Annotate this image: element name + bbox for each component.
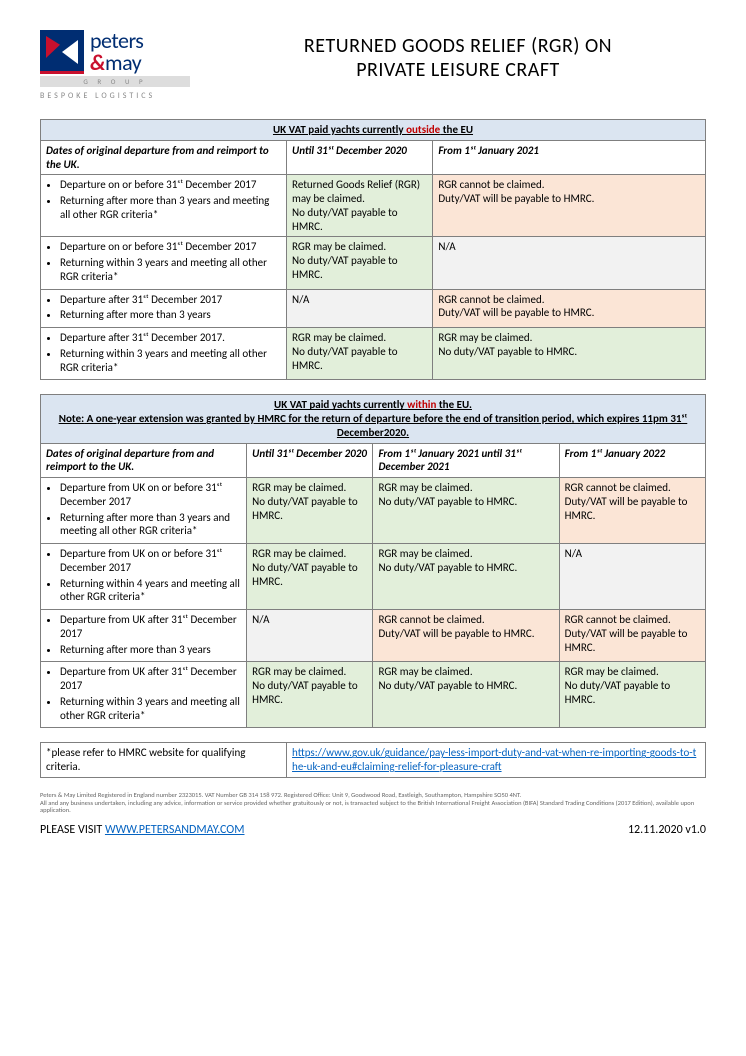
logo-group: G R O U P bbox=[40, 76, 190, 87]
table2-col3: From 1ˢᵗ January 2022 bbox=[559, 443, 705, 478]
table2-banner: UK VAT paid yachts currently within the … bbox=[41, 395, 706, 443]
status-cell: RGR may be claimed.No duty/VAT payable t… bbox=[373, 662, 559, 728]
status-cell: RGR may be claimed.No duty/VAT payable t… bbox=[287, 328, 433, 380]
footnote-link-cell: https://www.gov.uk/guidance/pay-less-imp… bbox=[287, 743, 706, 778]
status-cell: N/A bbox=[247, 610, 373, 662]
table-within-eu: UK VAT paid yachts currently within the … bbox=[40, 394, 706, 728]
table1-col0: Dates of original departure from and rei… bbox=[41, 140, 287, 175]
table-row: Departure on or before 31ˢᵗ December 201… bbox=[41, 175, 706, 237]
table-row: Departure from UK after 31ˢᵗ December 20… bbox=[41, 662, 706, 728]
status-cell: RGR may be claimed.No duty/VAT payable t… bbox=[373, 544, 559, 610]
table-row: Departure from UK after 31ˢᵗ December 20… bbox=[41, 610, 706, 662]
status-cell: RGR may be claimed.No duty/VAT payable t… bbox=[247, 662, 373, 728]
table2-col2: From 1ˢᵗ January 2021 until 31ˢᵗ Decembe… bbox=[373, 443, 559, 478]
fineprint: Peters & May Limited Registered in Engla… bbox=[40, 792, 706, 815]
table-row: Departure after 31ˢᵗ December 2017Return… bbox=[41, 289, 706, 328]
status-cell: RGR may be claimed.No duty/VAT payable t… bbox=[247, 478, 373, 544]
hmrc-guidance-link[interactable]: https://www.gov.uk/guidance/pay-less-imp… bbox=[292, 746, 696, 773]
footer-left: PLEASE VISIT WWW.PETERSANDMAY.COM bbox=[40, 823, 245, 837]
table1-banner: UK VAT paid yachts currently outside the… bbox=[41, 120, 706, 141]
table-row: Departure on or before 31ˢᵗ December 201… bbox=[41, 237, 706, 289]
status-cell: RGR may be claimed.No duty/VAT payable t… bbox=[287, 237, 433, 289]
dates-cell: Departure from UK on or before 31ˢᵗ Dece… bbox=[41, 478, 247, 544]
status-cell: RGR cannot be claimed.Duty/VAT will be p… bbox=[433, 175, 706, 237]
status-cell: RGR may be claimed.No duty/VAT payable t… bbox=[559, 662, 705, 728]
table2-col1: Until 31ˢᵗ December 2020 bbox=[247, 443, 373, 478]
table1-col2: From 1ˢᵗ January 2021 bbox=[433, 140, 706, 175]
dates-cell: Departure from UK after 31ˢᵗ December 20… bbox=[41, 662, 247, 728]
footer-version: 12.11.2020 v1.0 bbox=[628, 823, 706, 837]
table-row: Departure from UK on or before 31ˢᵗ Dece… bbox=[41, 544, 706, 610]
table2-col0: Dates of original departure from and rei… bbox=[41, 443, 247, 478]
status-cell: RGR cannot be claimed.Duty/VAT will be p… bbox=[433, 289, 706, 328]
table-row: Departure from UK on or before 31ˢᵗ Dece… bbox=[41, 478, 706, 544]
status-cell: RGR cannot be claimed.Duty/VAT will be p… bbox=[559, 478, 705, 544]
table-row: Departure after 31ˢᵗ December 2017.Retur… bbox=[41, 328, 706, 380]
logo-tagline: BESPOKE LOGISTICS bbox=[40, 91, 190, 101]
logo: peters &may G R O U P BESPOKE LOGISTICS bbox=[40, 30, 190, 101]
footer: PLEASE VISIT WWW.PETERSANDMAY.COM 12.11.… bbox=[40, 823, 706, 837]
dates-cell: Departure after 31ˢᵗ December 2017.Retur… bbox=[41, 328, 287, 380]
dates-cell: Departure on or before 31ˢᵗ December 201… bbox=[41, 175, 287, 237]
dates-cell: Departure from UK on or before 31ˢᵗ Dece… bbox=[41, 544, 247, 610]
status-cell: N/A bbox=[559, 544, 705, 610]
footer-website-link[interactable]: WWW.PETERSANDMAY.COM bbox=[105, 823, 245, 837]
header: peters &may G R O U P BESPOKE LOGISTICS … bbox=[40, 30, 706, 101]
status-cell: RGR may be claimed.No duty/VAT payable t… bbox=[373, 478, 559, 544]
status-cell: Returned Goods Relief (RGR) may be claim… bbox=[287, 175, 433, 237]
status-cell: N/A bbox=[287, 289, 433, 328]
table-outside-eu: UK VAT paid yachts currently outside the… bbox=[40, 119, 706, 380]
logo-text-may: &may bbox=[90, 52, 143, 74]
dates-cell: Departure after 31ˢᵗ December 2017Return… bbox=[41, 289, 287, 328]
table1-col1: Until 31ˢᵗ December 2020 bbox=[287, 140, 433, 175]
status-cell: RGR may be claimed.No duty/VAT payable t… bbox=[247, 544, 373, 610]
status-cell: RGR cannot be claimed.Duty/VAT will be p… bbox=[373, 610, 559, 662]
dates-cell: Departure from UK after 31ˢᵗ December 20… bbox=[41, 610, 247, 662]
logo-mark-icon bbox=[40, 30, 84, 74]
status-cell: N/A bbox=[433, 237, 706, 289]
status-cell: RGR may be claimed.No duty/VAT payable t… bbox=[433, 328, 706, 380]
dates-cell: Departure on or before 31ˢᵗ December 201… bbox=[41, 237, 287, 289]
footnote-label: *please refer to HMRC website for qualif… bbox=[41, 743, 287, 778]
status-cell: RGR cannot be claimed.Duty/VAT will be p… bbox=[559, 610, 705, 662]
footnote-table: *please refer to HMRC website for qualif… bbox=[40, 742, 706, 778]
page-title: RETURNED GOODS RELIEF (RGR) ON PRIVATE L… bbox=[210, 30, 706, 82]
